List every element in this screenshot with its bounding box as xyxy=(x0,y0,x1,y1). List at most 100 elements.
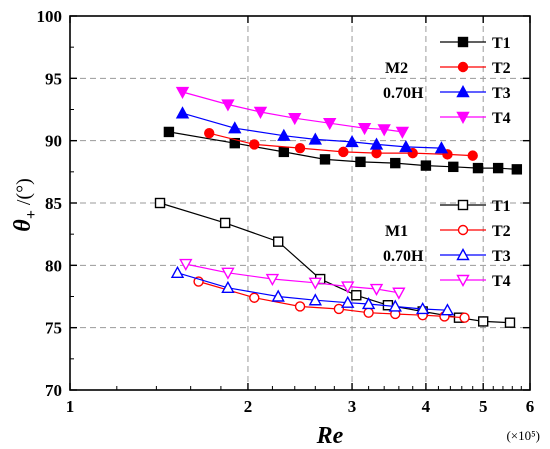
data-point xyxy=(175,86,190,99)
data-point xyxy=(179,258,193,272)
series-line xyxy=(209,132,473,157)
data-point xyxy=(277,128,291,141)
series-layer xyxy=(154,86,523,328)
y-tick-label: 85 xyxy=(45,194,62,213)
data-point xyxy=(388,299,402,312)
svg-text:θ+ /(°): θ+ /(°) xyxy=(10,178,40,231)
data-point xyxy=(448,161,459,173)
x-tick-label: 5 xyxy=(479,397,488,416)
data-point xyxy=(363,307,374,318)
data-point xyxy=(175,106,190,119)
data-point xyxy=(440,303,455,316)
series-line xyxy=(159,202,511,324)
data-point xyxy=(253,106,268,119)
data-point xyxy=(338,146,349,158)
legend-marker xyxy=(456,274,470,287)
x-tick-label: 6 xyxy=(526,397,535,416)
legend-item: T4 xyxy=(440,110,511,127)
x-tick-label: 1 xyxy=(66,397,75,416)
series-t1-m2 xyxy=(163,126,523,175)
data-point xyxy=(221,280,235,293)
y-axis-title-symbol: θ xyxy=(10,219,36,232)
data-point xyxy=(249,292,260,303)
data-point xyxy=(272,236,284,247)
legend-marker xyxy=(456,111,470,124)
legend-marker xyxy=(457,61,469,73)
legend-item: T3 xyxy=(440,85,511,102)
data-point xyxy=(341,295,355,308)
legend: M2 0.70H M1 0.70H T1 T2 T3 T4 T1 T2 T3 T4 xyxy=(383,35,511,290)
data-point xyxy=(390,157,401,169)
legend-marker xyxy=(456,248,470,261)
data-point xyxy=(492,162,504,174)
axes: 1 2 3 4 5 6 70 75 80 85 90 95 100 xyxy=(37,7,535,416)
data-point xyxy=(459,312,470,323)
legend-label: T4 xyxy=(492,110,511,127)
data-point xyxy=(294,301,306,312)
data-point xyxy=(369,283,384,296)
x-tick-label: 2 xyxy=(244,397,253,416)
data-point xyxy=(504,317,516,328)
data-point xyxy=(308,132,322,145)
data-point xyxy=(345,134,359,148)
grid xyxy=(70,16,530,390)
data-point xyxy=(420,160,432,171)
legend-marker xyxy=(457,224,469,236)
legend-label: T2 xyxy=(492,223,511,240)
data-point xyxy=(361,297,376,310)
data-point xyxy=(351,290,362,301)
data-point xyxy=(294,142,306,154)
y-axis-title-unit: /(°) xyxy=(13,178,35,210)
series-t3-m1 xyxy=(170,265,455,316)
data-point xyxy=(308,277,322,290)
data-point xyxy=(472,162,484,174)
legend-group-sublabel: 0.70H xyxy=(383,85,424,102)
data-point xyxy=(204,127,215,139)
data-point xyxy=(357,122,372,136)
data-point xyxy=(395,126,410,139)
series-line xyxy=(185,263,400,294)
series-t2-m2 xyxy=(204,127,478,161)
x-axis-title: Re xyxy=(316,423,344,449)
data-point xyxy=(333,303,345,315)
data-point xyxy=(415,302,430,315)
data-point xyxy=(163,126,175,138)
y-tick-label: 80 xyxy=(45,256,62,275)
legend-group-label: M2 xyxy=(385,60,408,77)
data-point xyxy=(392,287,406,300)
data-point xyxy=(341,281,355,294)
series-t3-m2 xyxy=(175,106,449,154)
data-point xyxy=(369,137,384,150)
data-point xyxy=(271,289,285,302)
legend-label: T4 xyxy=(492,273,511,290)
y-tick-label: 75 xyxy=(45,319,62,338)
data-point xyxy=(371,147,382,159)
data-point xyxy=(249,139,260,150)
data-point xyxy=(228,121,242,134)
data-point xyxy=(323,118,337,131)
data-point xyxy=(467,150,478,161)
y-tick-label: 100 xyxy=(37,7,63,26)
data-point xyxy=(221,267,235,280)
series-t4-m2 xyxy=(175,86,410,139)
legend-label: T2 xyxy=(492,60,511,77)
data-point xyxy=(308,293,322,306)
data-point xyxy=(219,217,231,229)
data-point xyxy=(434,141,449,154)
y-axis-title: θ+ /(°) xyxy=(10,178,40,231)
x-tick-label: 4 xyxy=(422,397,431,416)
legend-item: T2 xyxy=(440,223,511,240)
legend-item: T3 xyxy=(440,248,511,265)
data-point xyxy=(221,99,235,112)
legend-marker xyxy=(456,85,470,98)
data-point xyxy=(399,139,413,153)
legend-group-label: M1 xyxy=(385,223,408,240)
legend-label: T1 xyxy=(492,198,511,215)
data-point xyxy=(355,156,366,168)
series-line xyxy=(182,112,442,149)
data-point xyxy=(511,164,523,175)
legend-group-sublabel: 0.70H xyxy=(383,248,424,265)
data-point xyxy=(229,137,240,149)
legend-label: T3 xyxy=(492,248,511,265)
